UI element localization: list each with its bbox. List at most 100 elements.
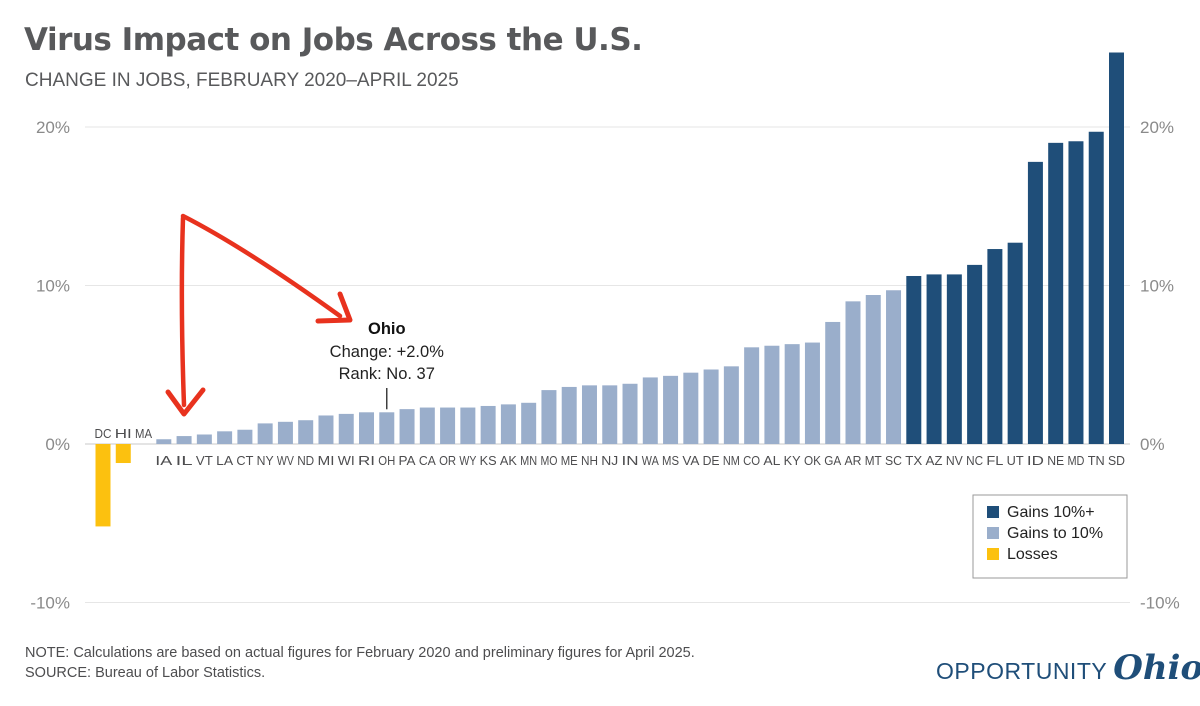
bar-il: [176, 436, 192, 444]
bar-nv: [946, 274, 962, 444]
bar-wa: [642, 377, 658, 444]
x-label-il: IL: [176, 454, 193, 468]
bar-or: [440, 407, 456, 444]
x-label-la: LA: [216, 454, 234, 468]
legend-swatch-2: [987, 548, 999, 560]
x-label-sd: SD: [1108, 454, 1125, 468]
x-label-nc: NC: [966, 454, 983, 468]
x-label-wi: WI: [338, 454, 355, 468]
bar-wv: [277, 421, 293, 444]
x-label-ia: IA: [155, 454, 173, 468]
x-label-mt: MT: [865, 454, 882, 468]
annotation-title: Ohio: [368, 320, 406, 338]
bar-oh: [379, 412, 395, 444]
opportunity-ohio-logo: OPPORTUNITY Ohio: [936, 648, 1200, 688]
bar-pa: [399, 409, 415, 444]
bar-al: [764, 345, 780, 444]
x-label-ri: RI: [358, 454, 375, 468]
bar-fl: [987, 249, 1003, 444]
x-label-nd: ND: [297, 454, 314, 468]
bar-id: [1027, 161, 1043, 444]
x-label-tx: TX: [905, 454, 923, 468]
logo-word: OPPORTUNITY: [936, 658, 1108, 684]
red-arrow-diagonal: [180, 213, 343, 319]
legend-swatch-1: [987, 527, 999, 539]
bar-co: [744, 347, 760, 444]
bar-nh: [581, 385, 597, 444]
x-label-nm: NM: [723, 454, 740, 468]
legend-label-0: Gains 10%+: [1007, 504, 1095, 521]
annotation-change: Change: +2.0%: [330, 343, 445, 361]
x-label-al: AL: [763, 454, 780, 468]
legend-swatch-0: [987, 506, 999, 518]
x-label-co: CO: [743, 454, 760, 468]
x-label-de: DE: [703, 454, 720, 468]
bar-vt: [196, 434, 212, 444]
x-label-ks: KS: [480, 454, 497, 468]
bar-ne: [1048, 142, 1064, 444]
x-label-ky: KY: [784, 454, 802, 468]
x-label-ak: AK: [500, 454, 518, 468]
bar-dc: [95, 444, 111, 527]
x-label-nh: NH: [581, 454, 598, 468]
y-tick-label-left: -10%: [30, 594, 70, 613]
x-label-ga: GA: [824, 454, 842, 468]
x-label-vt: VT: [196, 454, 213, 468]
bar-nj: [602, 385, 618, 444]
x-label-fl: FL: [986, 454, 1003, 468]
x-label-va: VA: [682, 454, 700, 468]
x-label-oh: OH: [378, 454, 395, 468]
x-label-ut: UT: [1007, 454, 1024, 468]
bar-ga: [825, 321, 841, 444]
bar-ca: [419, 407, 435, 444]
x-label-tn: TN: [1088, 454, 1105, 468]
x-label-mo: MO: [540, 454, 557, 468]
bar-in: [622, 383, 638, 444]
bar-la: [217, 431, 233, 444]
bar-ia: [156, 439, 172, 444]
x-label-wv: WV: [277, 454, 295, 468]
x-label-wa: WA: [642, 454, 660, 468]
x-label-sc: SC: [885, 454, 902, 468]
bar-tx: [906, 275, 922, 444]
x-label-or: OR: [439, 454, 456, 468]
bar-ct: [237, 429, 253, 444]
bar-wy: [460, 407, 476, 444]
x-label-mi: MI: [317, 454, 334, 468]
x-label-az: AZ: [926, 454, 943, 468]
y-tick-label-left: 20%: [36, 118, 70, 137]
bar-sd: [1109, 52, 1124, 444]
red-arrow-down-head: [165, 387, 206, 417]
bar-ak: [500, 404, 516, 444]
x-label-ne: NE: [1047, 454, 1064, 468]
x-label-id: ID: [1027, 454, 1044, 468]
bar-az: [926, 274, 942, 444]
bar-nc: [967, 264, 983, 444]
x-label-ny: NY: [257, 454, 275, 468]
x-label-ar: AR: [844, 454, 861, 468]
bar-ar: [845, 301, 861, 444]
y-tick-label-right: 20%: [1140, 118, 1174, 137]
x-label-ct: CT: [236, 454, 253, 468]
legend-label-2: Losses: [1007, 546, 1058, 563]
bar-mt: [865, 295, 881, 444]
y-tick-label-right: 10%: [1140, 277, 1174, 296]
bar-md: [1068, 141, 1084, 444]
x-label-pa: PA: [399, 454, 417, 468]
y-tick-label-left: 10%: [36, 277, 70, 296]
x-label-ma: MA: [135, 427, 153, 441]
x-label-in: IN: [622, 454, 639, 468]
bar-sc: [886, 290, 902, 444]
x-label-mn: MN: [520, 454, 537, 468]
bar-nd: [298, 420, 314, 444]
y-tick-label-right: -10%: [1140, 594, 1180, 613]
x-label-hi: HI: [115, 427, 132, 441]
x-label-dc: DC: [95, 427, 112, 441]
bar-mn: [521, 402, 537, 444]
x-label-wy: WY: [459, 454, 477, 468]
bar-ms: [663, 375, 679, 444]
footer: NOTE: Calculations are based on actual f…: [25, 643, 695, 683]
bar-nm: [723, 366, 739, 444]
y-tick-label-right: 0%: [1140, 435, 1165, 454]
footer-note: NOTE: Calculations are based on actual f…: [25, 645, 695, 661]
